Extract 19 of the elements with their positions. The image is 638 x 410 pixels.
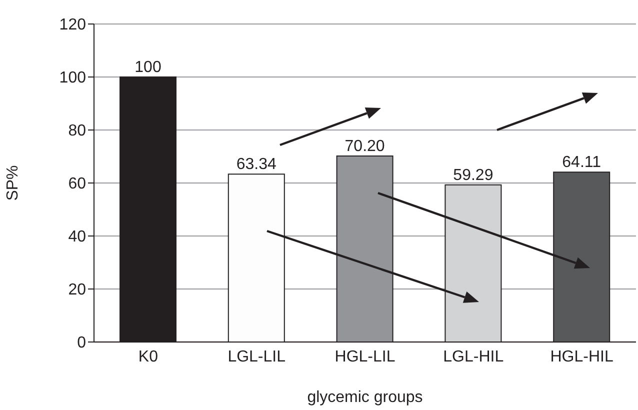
x-tick-label: HGL-HIL (550, 348, 614, 366)
x-tick-label: LGL-LIL (228, 348, 286, 366)
y-axis-title: SP% (4, 165, 22, 201)
data-label: 63.34 (236, 156, 277, 174)
x-tick-label: LGL-HIL (443, 348, 504, 366)
x-tick-label: HGL-LIL (334, 348, 396, 366)
y-tick-label: 100 (59, 70, 86, 87)
y-tick-label: 80 (68, 122, 86, 140)
data-label: 100 (134, 59, 162, 76)
y-tick-label: 60 (68, 176, 86, 193)
y-tick-label: 120 (59, 16, 86, 34)
data-label: 64.11 (562, 154, 602, 172)
data-label: 59.29 (453, 166, 494, 184)
y-tick-label: 20 (68, 282, 86, 299)
y-tick-label: 0 (77, 334, 86, 352)
data-label: 70.20 (344, 138, 385, 155)
x-axis-title: glycemic groups (307, 389, 423, 406)
y-tick-label: 40 (68, 228, 86, 246)
x-tick-label: K0 (138, 348, 158, 366)
